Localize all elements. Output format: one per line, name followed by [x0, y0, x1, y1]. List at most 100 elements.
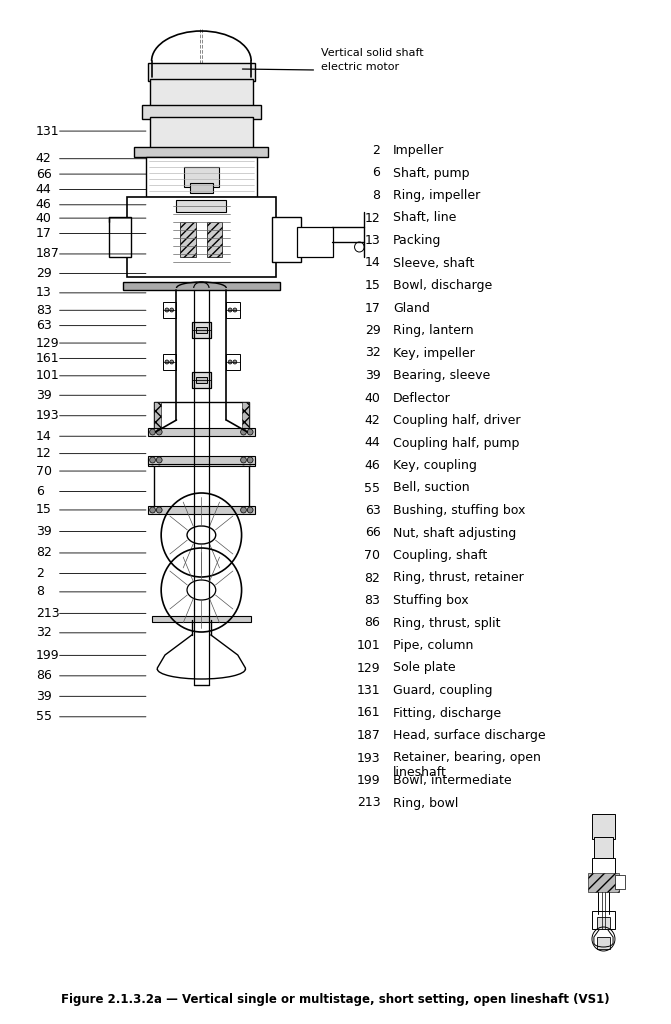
Text: 32: 32 — [36, 627, 52, 639]
Bar — [597, 918, 610, 929]
Bar — [109, 217, 131, 257]
Text: 70: 70 — [364, 549, 380, 562]
Text: 55: 55 — [364, 481, 380, 495]
Text: Sole plate: Sole plate — [393, 662, 456, 675]
Ellipse shape — [170, 308, 174, 312]
Text: Shaft, line: Shaft, line — [393, 212, 456, 224]
Text: 193: 193 — [36, 410, 59, 422]
Text: 44: 44 — [364, 436, 380, 450]
Text: 42: 42 — [36, 153, 52, 165]
Text: 83: 83 — [364, 594, 380, 607]
Text: Coupling, shaft: Coupling, shaft — [393, 549, 487, 562]
Text: Retainer, bearing, open: Retainer, bearing, open — [393, 752, 541, 765]
Ellipse shape — [354, 242, 364, 252]
Ellipse shape — [248, 507, 253, 513]
Bar — [207, 222, 223, 257]
Bar — [597, 937, 610, 949]
Text: 39: 39 — [36, 525, 52, 538]
Text: Ring, lantern: Ring, lantern — [393, 324, 474, 337]
Text: Guard, coupling: Guard, coupling — [393, 684, 493, 697]
Text: Ring, thrust, retainer: Ring, thrust, retainer — [393, 571, 523, 585]
Ellipse shape — [248, 457, 253, 463]
Text: 2: 2 — [36, 567, 44, 580]
Text: 82: 82 — [364, 571, 380, 585]
Text: Vertical solid shaft: Vertical solid shaft — [321, 48, 423, 58]
Bar — [152, 616, 251, 622]
Text: 14: 14 — [364, 256, 380, 269]
Bar — [588, 873, 619, 892]
Bar — [123, 282, 280, 290]
Text: 131: 131 — [357, 684, 380, 697]
Text: 29: 29 — [36, 267, 52, 280]
Text: Shaft, pump: Shaft, pump — [393, 167, 469, 179]
Text: Stuffing box: Stuffing box — [393, 594, 468, 607]
Text: 40: 40 — [36, 212, 52, 224]
Text: 86: 86 — [364, 616, 380, 630]
Text: 2: 2 — [372, 144, 380, 157]
Text: Sleeve, shaft: Sleeve, shaft — [393, 256, 474, 269]
Text: Key, coupling: Key, coupling — [393, 459, 476, 472]
Bar — [615, 874, 625, 889]
Text: Ring, impeller: Ring, impeller — [393, 189, 480, 202]
Text: 55: 55 — [36, 711, 52, 723]
Bar — [142, 105, 261, 119]
Text: 12: 12 — [36, 447, 52, 460]
Text: 86: 86 — [36, 670, 52, 682]
Ellipse shape — [228, 308, 232, 312]
Text: Coupling half, pump: Coupling half, pump — [393, 436, 519, 450]
Bar — [272, 217, 301, 262]
Ellipse shape — [170, 360, 174, 364]
Text: 187: 187 — [36, 248, 60, 260]
Text: 129: 129 — [36, 337, 59, 349]
Ellipse shape — [241, 457, 246, 463]
Text: 46: 46 — [364, 459, 380, 472]
Bar — [150, 79, 253, 106]
Text: Fitting, discharge: Fitting, discharge — [393, 707, 501, 720]
Text: 39: 39 — [36, 389, 52, 401]
Bar — [594, 837, 613, 859]
Text: 129: 129 — [357, 662, 380, 675]
Ellipse shape — [156, 459, 162, 465]
Bar — [592, 814, 615, 839]
Text: 187: 187 — [356, 729, 380, 742]
Text: 70: 70 — [36, 465, 52, 477]
Ellipse shape — [156, 507, 162, 513]
Text: 39: 39 — [364, 369, 380, 382]
Ellipse shape — [248, 429, 253, 435]
Ellipse shape — [150, 429, 156, 435]
Text: 83: 83 — [36, 304, 52, 316]
Ellipse shape — [165, 360, 169, 364]
Text: Packing: Packing — [393, 234, 442, 247]
Text: Bowl, intermediate: Bowl, intermediate — [393, 774, 511, 787]
Text: 161: 161 — [357, 707, 380, 720]
Text: Head, surface discharge: Head, surface discharge — [393, 729, 546, 742]
Ellipse shape — [233, 360, 237, 364]
Text: 13: 13 — [364, 234, 380, 247]
Bar — [127, 197, 276, 278]
Text: Impeller: Impeller — [393, 144, 444, 157]
Text: 63: 63 — [36, 319, 52, 332]
Text: 101: 101 — [357, 639, 380, 652]
Ellipse shape — [150, 507, 156, 513]
Bar — [184, 167, 219, 187]
Bar — [154, 402, 249, 432]
Ellipse shape — [248, 459, 253, 465]
Text: Bearing, sleeve: Bearing, sleeve — [393, 369, 490, 382]
Text: 213: 213 — [357, 797, 380, 810]
Bar — [148, 63, 255, 81]
Ellipse shape — [241, 507, 246, 513]
Text: Nut, shaft adjusting: Nut, shaft adjusting — [393, 526, 516, 540]
Text: Coupling half, driver: Coupling half, driver — [393, 414, 520, 427]
Text: 12: 12 — [364, 212, 380, 224]
Text: Deflector: Deflector — [393, 391, 451, 404]
Bar — [154, 402, 161, 432]
Text: Bushing, stuffing box: Bushing, stuffing box — [393, 504, 525, 517]
Bar — [190, 183, 213, 193]
Text: 199: 199 — [36, 649, 59, 662]
Ellipse shape — [165, 308, 169, 312]
Text: 42: 42 — [364, 414, 380, 427]
Bar — [148, 506, 255, 514]
Text: Ring, bowl: Ring, bowl — [393, 797, 458, 810]
Text: 82: 82 — [36, 547, 52, 559]
Text: 193: 193 — [357, 752, 380, 765]
